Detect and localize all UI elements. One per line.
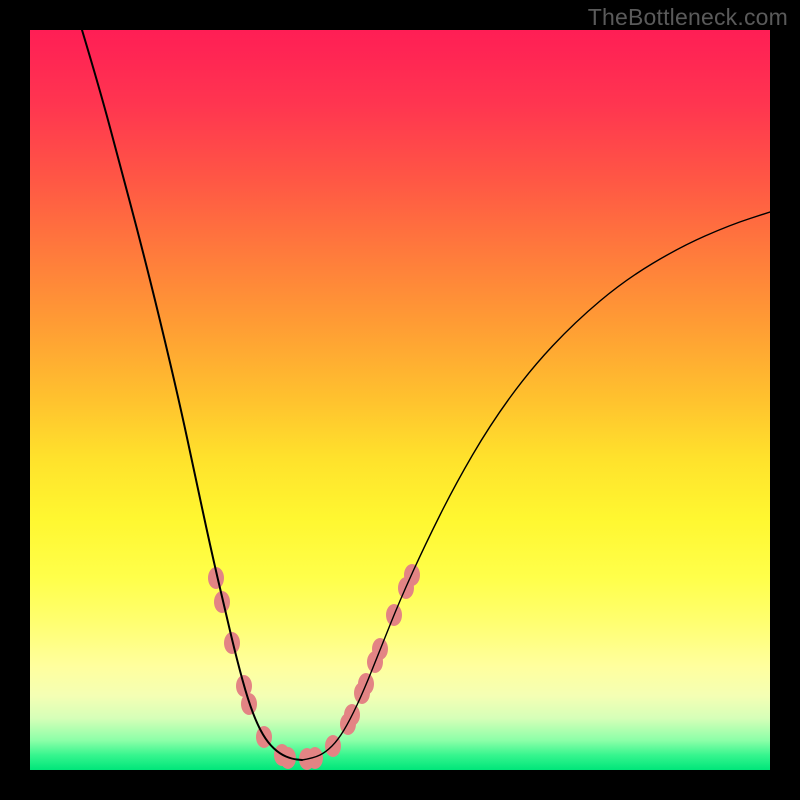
chart-plot-area — [30, 30, 770, 770]
watermark-text: TheBottleneck.com — [588, 4, 788, 31]
curve-left-branch — [82, 30, 302, 760]
curve-layer — [30, 30, 770, 770]
